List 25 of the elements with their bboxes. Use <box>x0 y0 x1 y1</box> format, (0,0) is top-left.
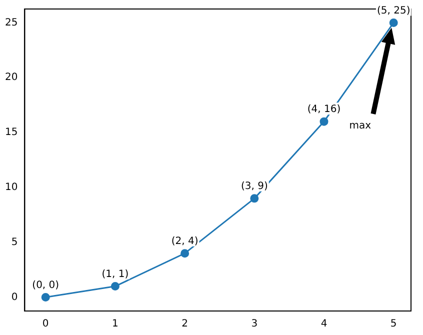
annotation: (3, 9) <box>240 181 268 192</box>
y-tick-label: 20 <box>4 72 18 84</box>
annotation: (1, 1) <box>102 268 129 280</box>
point <box>320 117 328 126</box>
x-tick-label: 1 <box>112 318 118 330</box>
y-tick-label: 10 <box>4 182 18 194</box>
y-tick-label: 5 <box>11 236 18 248</box>
y-tick-label: 15 <box>4 127 18 138</box>
x-tick-label: 4 <box>320 318 328 330</box>
annotation: (2, 4) <box>171 236 198 247</box>
annotation: (5, 25) <box>376 5 410 16</box>
x-tick-label: 2 <box>182 318 188 330</box>
point <box>180 249 190 258</box>
point <box>250 194 259 203</box>
y-tick-label: 25 <box>4 17 18 28</box>
x-tick-label: 0 <box>42 318 49 330</box>
point <box>389 18 398 27</box>
point <box>41 293 50 302</box>
y-tick-label: 0 <box>11 292 18 303</box>
annotation: (0, 0) <box>32 280 60 291</box>
point <box>110 282 120 291</box>
annotation: (4, 16) <box>307 104 341 116</box>
x-tick-label: 3 <box>251 318 258 330</box>
x-tick-label: 5 <box>390 318 397 330</box>
annotation: max <box>349 120 372 132</box>
